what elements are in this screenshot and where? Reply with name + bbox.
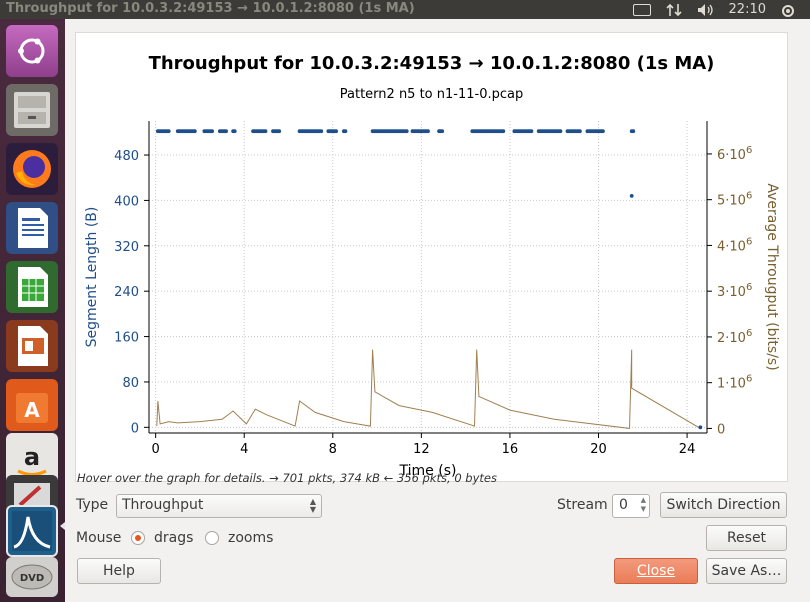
segment-point: [334, 129, 339, 134]
y2-tick-label: 6·106: [717, 145, 752, 163]
close-button-label: Close: [636, 563, 676, 579]
window-title: Throughput for 10.0.3.2:49153 → 10.0.1.2…: [6, 1, 415, 16]
y2-tick-label: 1·106: [717, 374, 752, 392]
y-tick-label: 400: [114, 194, 139, 209]
svg-text:a: a: [24, 443, 40, 471]
drags-label[interactable]: drags: [154, 530, 194, 546]
zooms-radio[interactable]: [205, 531, 219, 545]
segment-point: [319, 129, 324, 134]
throughput-line: [156, 349, 701, 429]
wireshark-icon[interactable]: [6, 505, 58, 557]
y-tick-label: 80: [122, 376, 139, 391]
hover-hint: Hover over the graph for details. → 701 …: [77, 471, 497, 485]
calc-icon[interactable]: [6, 261, 58, 313]
save-as-button[interactable]: Save As…: [706, 558, 787, 584]
y2-tick-label: 2·106: [717, 328, 752, 346]
x-tick-label: 12: [413, 442, 430, 457]
segment-point: [558, 129, 563, 134]
software-center-icon[interactable]: A: [6, 379, 58, 431]
dvd-icon[interactable]: DVD: [6, 557, 58, 597]
segment-point: [529, 129, 534, 134]
segment-point: [263, 129, 268, 134]
x-tick-label: 0: [152, 442, 160, 457]
y-tick-label: 240: [114, 285, 139, 300]
segment-point: [404, 129, 409, 134]
segment-point: [210, 129, 215, 134]
active-indicator: [60, 522, 65, 530]
zooms-label[interactable]: zooms: [228, 530, 274, 546]
segment-point: [192, 129, 197, 134]
y2-axis-label: Average Througput (bits/s): [764, 183, 780, 370]
top-panel: Throughput for 10.0.3.2:49153 → 10.0.1.2…: [0, 0, 810, 19]
svg-text:DVD: DVD: [20, 573, 44, 584]
help-button[interactable]: Help: [77, 558, 161, 584]
type-label: Type: [76, 497, 109, 513]
segment-point: [631, 129, 636, 134]
y-tick-label: 160: [114, 331, 139, 346]
segment-point: [501, 129, 506, 134]
spin-arrows-icon[interactable]: ▲ ▼: [640, 496, 646, 513]
reset-button[interactable]: Reset: [706, 525, 787, 551]
svg-text:A: A: [24, 398, 40, 422]
ubuntu-dash-icon[interactable]: [6, 25, 58, 77]
y2-tick-label: 5·106: [717, 191, 752, 209]
segment-point: [166, 129, 171, 134]
clock[interactable]: 22:10: [728, 2, 766, 17]
segment-point: [224, 129, 228, 134]
stream-spinbox[interactable]: 0 ▲ ▼: [612, 494, 650, 518]
switch-direction-button[interactable]: Switch Direction: [660, 492, 787, 518]
x-tick-label: 24: [679, 442, 696, 457]
mouse-label: Mouse: [76, 530, 122, 546]
x-tick-label: 20: [590, 442, 607, 457]
stream-label: Stream: [557, 497, 608, 513]
files-icon[interactable]: [6, 84, 58, 136]
launcher: A a DVD: [0, 19, 65, 602]
graph-area[interactable]: Throughput for 10.0.3.2:49153 → 10.0.1.2…: [75, 32, 788, 482]
type-combo-value: Throughput: [122, 497, 204, 513]
y-tick-label: 320: [114, 240, 139, 255]
x-tick-label: 8: [329, 442, 337, 457]
segment-point: [629, 193, 634, 198]
combo-updown-icon: ▲ ▼: [309, 497, 316, 514]
y-tick-label: 480: [114, 149, 139, 164]
y2-tick-label: 3·106: [717, 282, 752, 300]
x-tick-label: 16: [502, 442, 519, 457]
impress-icon[interactable]: [6, 320, 58, 372]
segment-point: [578, 129, 582, 134]
system-tray: 22:10: [632, 0, 810, 19]
type-combo[interactable]: Throughput ▲ ▼: [116, 494, 322, 518]
keyboard-icon[interactable]: [632, 3, 651, 16]
segment-point: [440, 129, 445, 134]
drags-radio[interactable]: [131, 531, 145, 545]
throughput-dialog: Throughput for 10.0.3.2:49153 → 10.0.1.2…: [65, 19, 810, 602]
network-arrows-icon[interactable]: [665, 3, 683, 17]
segment-point: [232, 129, 237, 134]
stream-value: 0: [619, 497, 628, 513]
graph-title: Throughput for 10.0.3.2:49153 → 10.0.1.2…: [148, 53, 715, 74]
segment-point: [343, 129, 348, 134]
close-button[interactable]: Close: [614, 558, 698, 584]
y2-tick-label: 4·106: [717, 236, 752, 254]
power-gear-icon[interactable]: [780, 3, 798, 17]
y2-tick-label: 0: [717, 422, 725, 437]
segment-point: [698, 425, 703, 430]
firefox-icon[interactable]: [6, 143, 58, 195]
writer-icon[interactable]: [6, 202, 58, 254]
throughput-chart[interactable]: 0 4 8 12 16 20 2408016024032040048001·1062·106…: [76, 33, 789, 483]
y-axis-label: Segment Length (B): [84, 207, 100, 348]
segment-point: [277, 129, 282, 134]
segment-point: [601, 129, 605, 134]
y-tick-label: 0: [131, 421, 139, 436]
segment-point: [426, 129, 430, 134]
volume-icon[interactable]: [697, 3, 715, 17]
x-tick-label: 4: [240, 442, 248, 457]
x-axis-label: Time (s): [399, 463, 457, 479]
graph-subtitle: Pattern2 n5 to n1-11-0.pcap: [339, 87, 524, 102]
